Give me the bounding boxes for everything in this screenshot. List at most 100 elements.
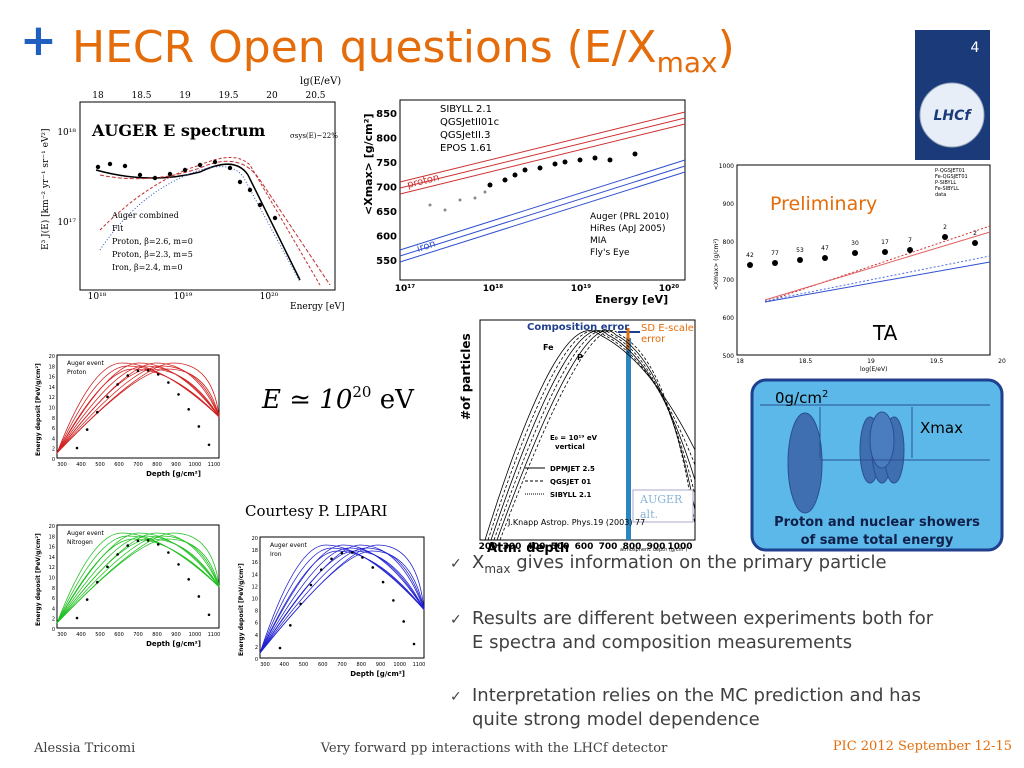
auger-event-point bbox=[85, 428, 89, 431]
tick-label: 600 bbox=[114, 462, 124, 468]
tick-label: 500 bbox=[723, 353, 735, 360]
axis-title: E³ J(E) [km⁻² yr⁻¹ sr⁻¹ eV²] bbox=[40, 128, 51, 250]
count-label: 2 bbox=[943, 224, 947, 231]
auger-altitude-line bbox=[626, 338, 631, 540]
tick-label: 10¹⁹ bbox=[174, 292, 193, 302]
count-label: 2 bbox=[973, 230, 977, 237]
auger-event-point bbox=[278, 646, 282, 650]
tick-label: 300 bbox=[503, 542, 522, 552]
page-number: 4 bbox=[971, 40, 980, 56]
legend-entry: Proton bbox=[67, 369, 87, 376]
axis-title: Depth [g/cm²] bbox=[146, 640, 201, 648]
auger-frame bbox=[79, 101, 336, 291]
data-point bbox=[537, 165, 543, 171]
preliminary-label: Preliminary bbox=[770, 193, 877, 215]
tick-label: 800 bbox=[152, 632, 162, 638]
bullet-line: gives information on the primary particl… bbox=[511, 552, 887, 573]
bullet-check: ✓ bbox=[450, 689, 462, 705]
tick-label: 20.5 bbox=[305, 91, 325, 101]
auger-event-point bbox=[197, 595, 201, 598]
proton-band bbox=[399, 117, 686, 189]
data-point bbox=[443, 208, 447, 212]
data-point bbox=[577, 157, 583, 163]
tick-label: 10¹⁷ bbox=[395, 284, 415, 294]
tick-label: 500 bbox=[299, 662, 309, 668]
data-point bbox=[592, 155, 598, 161]
tick-label: 19 bbox=[179, 91, 191, 101]
tick-label: 200 bbox=[479, 542, 498, 552]
simulated-profile bbox=[56, 362, 220, 454]
tick-label: 2 bbox=[255, 645, 258, 651]
auger-event-point bbox=[187, 578, 190, 581]
simulated-profile bbox=[259, 547, 425, 654]
legend-entry: Fit bbox=[112, 224, 124, 233]
legend-entry: Nitrogen bbox=[67, 539, 93, 546]
auger-point bbox=[95, 164, 101, 170]
count-label: 53 bbox=[796, 247, 804, 254]
auger-event-point bbox=[381, 580, 385, 584]
tick-label: 14 bbox=[49, 385, 55, 391]
tick-label: 800 bbox=[623, 542, 642, 552]
axis-title: Energy deposit [PeV/g/cm²] bbox=[35, 363, 42, 456]
tick-label: 19.5 bbox=[930, 358, 944, 365]
tick-label: 20 bbox=[998, 358, 1006, 365]
tick-label: 20 bbox=[266, 91, 278, 101]
auger-event-point bbox=[146, 539, 150, 542]
legend-entry: Iron bbox=[270, 551, 282, 558]
proton-curve bbox=[99, 157, 321, 286]
auger-event-point bbox=[330, 557, 333, 561]
xmax-label: Xmax bbox=[920, 419, 963, 437]
auger-point bbox=[247, 187, 253, 193]
tick-label: 10 bbox=[49, 406, 55, 412]
simulated-profile bbox=[56, 362, 220, 454]
legend-entry: P-QGSJET01 bbox=[935, 168, 965, 174]
footer-talk: Very forward pp interactions with the LH… bbox=[320, 741, 668, 756]
tick-label: 500 bbox=[95, 462, 105, 468]
tick-label: 12 bbox=[49, 395, 55, 401]
axis-title: <Xmax> (g/cm²) bbox=[713, 239, 720, 290]
formula-exponent: 20 bbox=[352, 383, 371, 401]
data-point bbox=[607, 157, 613, 163]
data-point bbox=[907, 247, 913, 253]
tick-label: 12 bbox=[252, 584, 258, 590]
data-point bbox=[942, 234, 948, 240]
legend-entry: EPOS 1.61 bbox=[440, 143, 492, 154]
curve-label: P bbox=[577, 353, 583, 362]
tick-label: 1000 bbox=[189, 632, 202, 638]
legend-entry: QGSJetII.3 bbox=[440, 130, 490, 141]
annotation: Composition error bbox=[527, 322, 629, 333]
auger-event-point bbox=[177, 393, 180, 396]
legend-entry: Proton, β=2.3, m=5 bbox=[112, 250, 193, 259]
auger-point bbox=[167, 171, 173, 177]
profile-frame bbox=[259, 536, 425, 659]
annotation: E₀ = 10¹⁹ eV bbox=[550, 434, 598, 442]
iron-band bbox=[399, 171, 686, 263]
auger-event-point bbox=[289, 624, 292, 627]
axis-title: Energy deposit [PeV/g/cm²] bbox=[238, 563, 245, 656]
tick-label: 10¹⁸ bbox=[88, 292, 107, 302]
auger-point bbox=[197, 162, 203, 168]
auger-event-point bbox=[177, 563, 180, 566]
data-point bbox=[772, 260, 778, 266]
tick-label: 18 bbox=[252, 548, 258, 554]
footer-author: Alessia Tricomi bbox=[33, 741, 135, 756]
logo-circle bbox=[919, 82, 985, 148]
auger-event-point bbox=[126, 544, 130, 547]
bullet-check: ✓ bbox=[450, 612, 462, 628]
bullet-subscript: max bbox=[484, 562, 510, 576]
auger-event-point bbox=[402, 620, 405, 623]
annotation: vertical bbox=[555, 443, 585, 451]
auger-event-point bbox=[136, 539, 140, 543]
legend-entry: HiRes (ApJ 2005) bbox=[590, 224, 666, 234]
tick-label: 19.5 bbox=[218, 91, 238, 101]
legend-entry: P-SIBYLL bbox=[935, 180, 956, 186]
legend-entry: Auger combined bbox=[111, 211, 179, 220]
tick-label: 400 bbox=[527, 542, 546, 552]
tick-label: 1100 bbox=[208, 632, 221, 638]
data-point bbox=[797, 257, 803, 263]
proton-shower bbox=[787, 412, 823, 514]
tick-label: 850 bbox=[376, 109, 397, 120]
data-point bbox=[562, 159, 568, 165]
plot-label: AUGER E spectrum bbox=[91, 121, 265, 140]
tick-label: 18 bbox=[49, 534, 55, 540]
